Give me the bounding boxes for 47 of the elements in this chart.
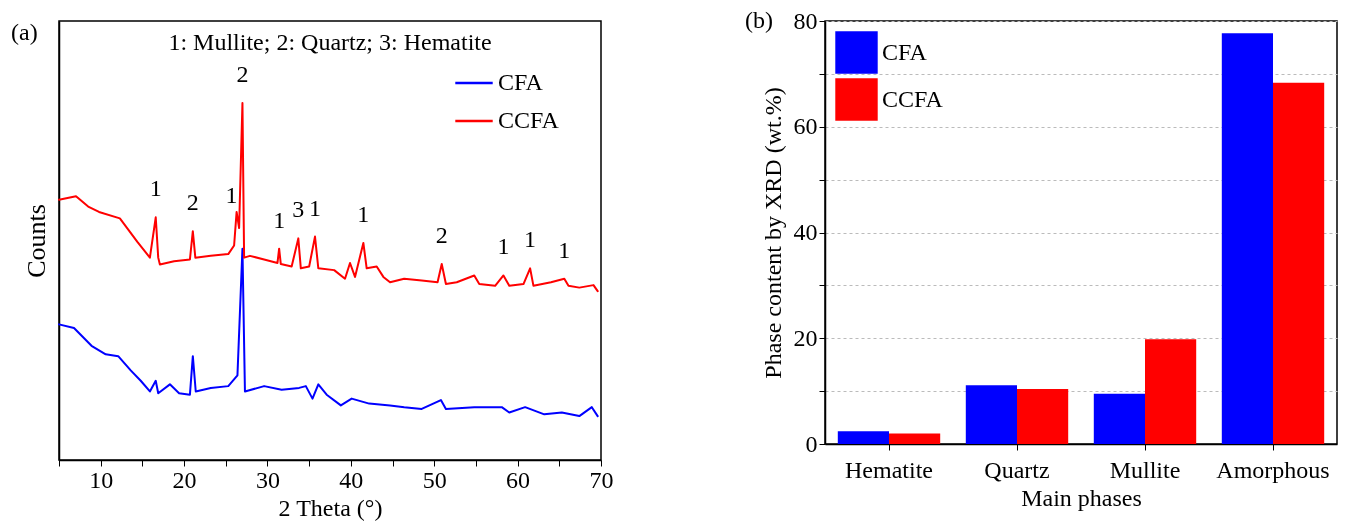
annotation: 1 (308, 194, 321, 221)
y-tick-label: 20 (793, 324, 818, 351)
x-tick-label: 30 (255, 466, 280, 493)
bar (1221, 33, 1273, 444)
annotation: 1 (273, 206, 286, 233)
legend-label: CFA (882, 38, 928, 65)
annotation: 2 (236, 61, 249, 88)
y-tick-label: 40 (793, 219, 818, 245)
x-tick-label: 70 (589, 466, 614, 493)
legend-label: CCFA (498, 107, 560, 133)
x-axis-title: 2 Theta (°) (278, 494, 383, 521)
chart-title: (b) (745, 7, 773, 33)
annotation: 1 (497, 233, 510, 260)
x-tick-label: Quartz (984, 456, 1050, 483)
text: 1: Mullite; 2: Quartz; 3: Hematite (168, 29, 492, 55)
bar (965, 385, 1017, 444)
x-tick-label: 60 (506, 466, 531, 493)
x-axis-title: Main phases (1021, 484, 1142, 511)
chart-title: (a) (11, 19, 38, 45)
annotation: 1 (225, 182, 238, 209)
annotation: 1 (149, 175, 162, 202)
bar (1093, 393, 1145, 444)
annotation: 3 (292, 196, 305, 223)
annotation: 1 (357, 201, 370, 227)
bar (1273, 82, 1325, 444)
y-tick-label: 60 (793, 113, 818, 140)
annotation: 1 (558, 236, 571, 263)
x-tick-label: 50 (422, 466, 447, 493)
x-tick-label: 10 (89, 466, 114, 493)
legend-label: CFA (498, 69, 544, 95)
bar (889, 433, 941, 444)
bar (837, 431, 889, 444)
x-tick-label: 40 (339, 466, 364, 493)
x-tick-label: Amorphous (1216, 456, 1330, 483)
bar (1017, 389, 1069, 444)
bar (1145, 339, 1197, 444)
y-axis-title: Phase content by XRD (wt.%) (759, 87, 786, 379)
annotation: 2 (435, 222, 448, 249)
y-tick-label: 80 (793, 7, 818, 34)
annotation: 1 (524, 226, 537, 253)
x-tick-label: Mullite (1109, 456, 1181, 483)
x-tick-label: Hematite (845, 456, 933, 483)
annotation: 2 (186, 189, 199, 216)
y-tick-label: 0 (805, 430, 818, 457)
y-axis-title: Counts (21, 204, 51, 278)
legend-label: CCFA (882, 85, 944, 112)
x-tick-label: 20 (172, 466, 197, 493)
